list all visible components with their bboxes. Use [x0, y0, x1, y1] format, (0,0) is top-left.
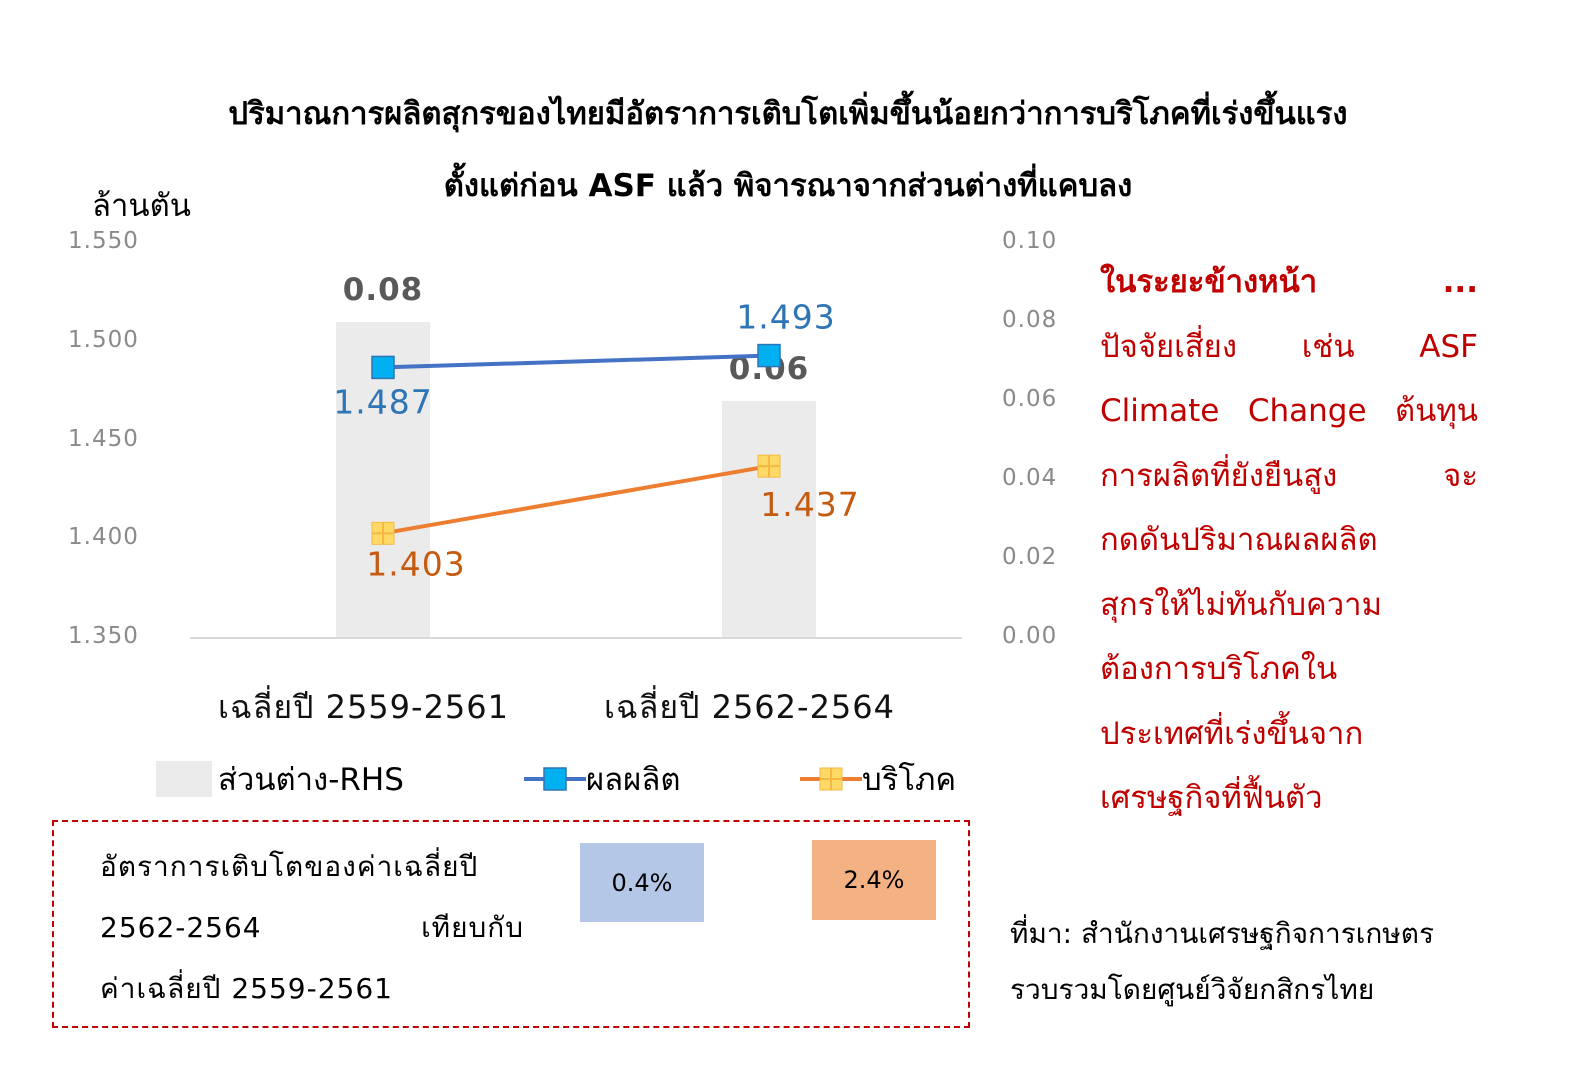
- production-data-label: 1.493: [736, 298, 835, 337]
- gap-bar: [722, 401, 816, 638]
- y-tick-label: 1.400: [68, 524, 139, 550]
- production-data-label: 1.487: [333, 382, 432, 421]
- y-tick-label: 1.450: [68, 426, 139, 452]
- source-line: รวบรวมโดยศูนย์วิจัยกสิกรไทย: [1010, 973, 1375, 1006]
- y2-tick-label: 0.06: [1002, 386, 1058, 412]
- outlook-note: ในระยะข้างหน้า ... ปัจจัยเสี่ยง เช่น ASF…: [1100, 250, 1478, 831]
- growth-rate-label-line: อัตราการเติบโตของค่าเฉลี่ยปี: [100, 850, 479, 883]
- outlook-note-line: Climate Change ต้นทุน: [1100, 393, 1478, 429]
- legend-item-production: ผลผลิต: [524, 757, 680, 801]
- outlook-note-line: ปัจจัยเสี่ยง เช่น ASF: [1100, 328, 1478, 365]
- growth-rate-label-line: 2562-2564 เทียบกับ: [100, 911, 524, 944]
- legend-swatch-bar: [156, 761, 212, 797]
- x-category-label: เฉลี่ยปี 2562-2564: [604, 688, 895, 726]
- legend-label: ผลผลิต: [586, 762, 681, 798]
- x-category-label: เฉลี่ยปี 2559-2561: [218, 688, 509, 726]
- y2-tick-label: 0.00: [1002, 623, 1058, 649]
- production-marker: [757, 343, 781, 368]
- gap-bar-data-label: 0.08: [343, 272, 424, 308]
- legend-item-consumption: บริโภค: [800, 757, 956, 801]
- legend-swatch-line-square: [524, 767, 586, 791]
- production-marker: [371, 355, 395, 380]
- outlook-note-line: ประเทศที่เร่งขึ้นจาก: [1100, 715, 1364, 752]
- consumption-data-label: 1.403: [366, 544, 465, 583]
- legend-label: บริโภค: [862, 762, 957, 798]
- y2-tick-label: 0.04: [1002, 465, 1058, 491]
- y-tick-label: 1.350: [68, 623, 139, 649]
- outlook-note-line: เศรษฐกิจที่ฟื้นตัว: [1100, 780, 1323, 816]
- legend-swatch-line-plus: [800, 767, 862, 791]
- source-line: ที่มา: สำนักงานเศรษฐกิจการเกษตร: [1010, 917, 1434, 950]
- y2-tick-label: 0.02: [1002, 544, 1058, 570]
- consumption-line: [382, 464, 770, 536]
- outlook-note-line: สุกรให้ไม่ทันกับความ: [1100, 586, 1382, 623]
- outlook-note-line: ต้องการบริโภคใน: [1100, 651, 1338, 687]
- legend-label: ส่วนต่าง-RHS: [218, 762, 404, 798]
- source-note: ที่มา: สำนักงานเศรษฐกิจการเกษตร รวบรวมโด…: [1010, 906, 1434, 1018]
- production-growth-value: 0.4%: [580, 843, 704, 922]
- growth-rate-box: [52, 820, 970, 1028]
- chart-title-line2: ตั้งแต่ก่อน ASF แล้ว พิจารณาจากส่วนต่างท…: [443, 168, 1133, 204]
- y-axis-label: ล้านตัน: [92, 188, 191, 224]
- y-tick-label: 1.550: [68, 228, 139, 254]
- outlook-note-line: ในระยะข้างหน้า ...: [1100, 264, 1478, 300]
- growth-rate-label-line: ค่าเฉลี่ยปี 2559-2561: [100, 972, 393, 1005]
- y2-tick-label: 0.08: [1002, 307, 1058, 333]
- chart-title-line1: ปริมาณการผลิตสุกรของไทยมีอัตราการเติบโตเ…: [228, 96, 1348, 132]
- legend-item-gap: ส่วนต่าง-RHS: [156, 757, 404, 801]
- growth-rate-label: อัตราการเติบโตของค่าเฉลี่ยปี 2562-2564 เ…: [100, 836, 524, 1019]
- consumption-growth-value: 2.4%: [812, 840, 936, 920]
- production-line: [382, 353, 770, 370]
- y2-tick-label: 0.10: [1002, 228, 1058, 254]
- consumption-data-label: 1.437: [760, 485, 859, 524]
- outlook-note-line: การผลิตที่ยังยืนสูง จะ: [1100, 457, 1478, 494]
- outlook-note-line: กดดันปริมาณผลผลิต: [1100, 522, 1378, 558]
- y-tick-label: 1.500: [68, 327, 139, 353]
